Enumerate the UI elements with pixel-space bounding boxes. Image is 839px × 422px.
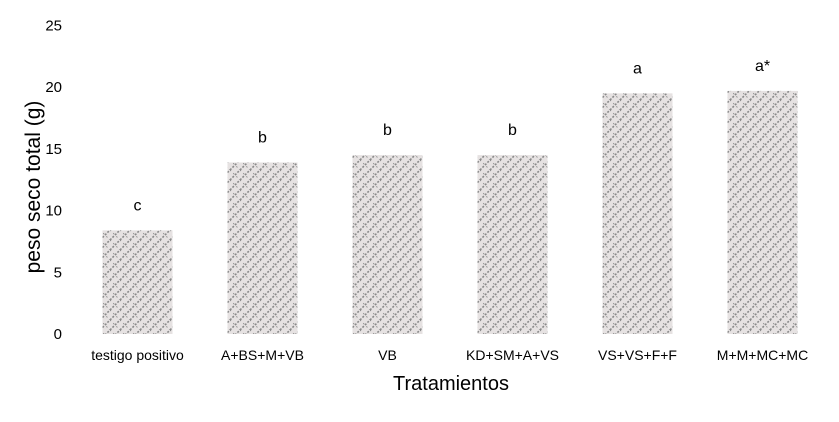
x-tick-label: M+M+MC+MC bbox=[717, 347, 808, 363]
significance-label: a bbox=[633, 60, 642, 77]
y-tick-label: 20 bbox=[45, 79, 62, 96]
bar bbox=[227, 162, 298, 334]
x-tick-label: KD+SM+A+VS bbox=[466, 347, 559, 363]
y-tick-label: 5 bbox=[54, 264, 62, 281]
significance-label: a* bbox=[755, 58, 770, 75]
significance-label: c bbox=[134, 197, 142, 214]
x-tick-label: VS+VS+F+F bbox=[598, 347, 677, 363]
bar bbox=[727, 90, 798, 334]
y-tick-label: 25 bbox=[45, 18, 62, 35]
bar bbox=[352, 155, 423, 334]
bar bbox=[477, 155, 548, 334]
x-tick-label: A+BS+M+VB bbox=[221, 347, 304, 363]
x-axis-title: Tratamientos bbox=[393, 373, 509, 395]
bar bbox=[602, 93, 673, 335]
significance-labels: c b b b a a* bbox=[134, 58, 771, 214]
y-tick-label: 0 bbox=[54, 326, 62, 343]
x-tick-label: testigo positivo bbox=[91, 347, 184, 363]
x-tick-label: VB bbox=[378, 347, 397, 363]
bar bbox=[102, 230, 173, 334]
y-axis: 0 5 10 15 20 25 bbox=[45, 18, 62, 344]
y-axis-title: peso seco total (g) bbox=[22, 101, 45, 274]
y-tick-label: 15 bbox=[45, 141, 62, 158]
significance-label: b bbox=[508, 122, 517, 139]
significance-label: b bbox=[383, 122, 392, 139]
significance-label: b bbox=[258, 129, 267, 146]
x-axis: testigo positivo A+BS+M+VB VB KD+SM+A+VS VS+… bbox=[91, 347, 808, 363]
y-tick-label: 10 bbox=[45, 203, 62, 220]
bars-group bbox=[102, 90, 798, 335]
